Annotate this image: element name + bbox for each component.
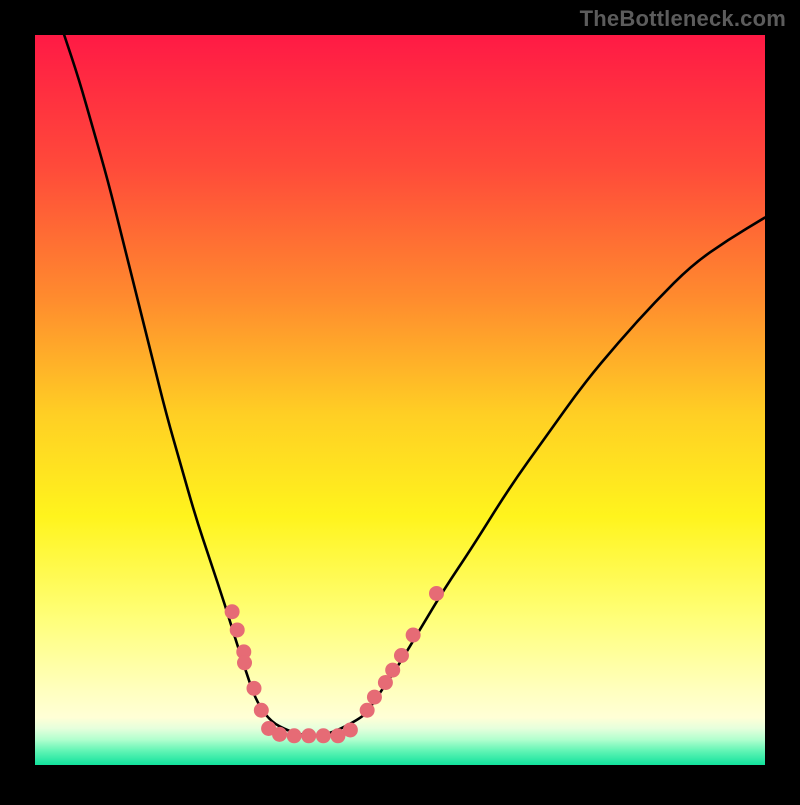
curve-marker [406, 628, 421, 643]
curve-marker [360, 703, 375, 718]
curve-marker [367, 690, 382, 705]
curve-marker [287, 728, 302, 743]
curve-marker [247, 681, 262, 696]
curve-marker [429, 586, 444, 601]
bottleneck-curve-chart [0, 0, 800, 800]
curve-marker [394, 648, 409, 663]
curve-marker [316, 728, 331, 743]
curve-marker [225, 604, 240, 619]
curve-marker [237, 655, 252, 670]
curve-marker [254, 703, 269, 718]
curve-marker [385, 663, 400, 678]
curve-marker [301, 728, 316, 743]
curve-marker [230, 622, 245, 637]
curve-marker [343, 722, 358, 737]
curve-marker [272, 727, 287, 742]
chart-frame [0, 0, 800, 800]
